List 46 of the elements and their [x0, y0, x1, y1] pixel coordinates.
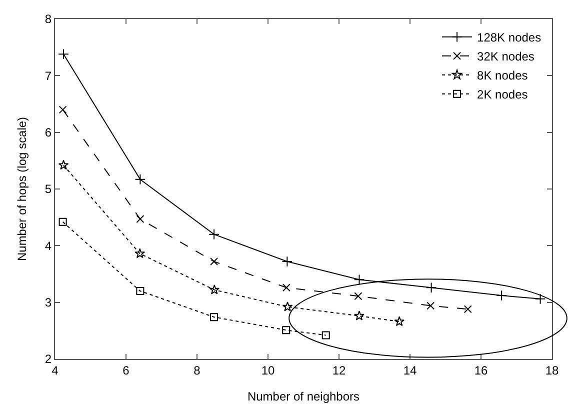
- point: [210, 313, 218, 322]
- point: [282, 284, 290, 292]
- point: [136, 215, 144, 224]
- legend-label: 8K nodes: [477, 68, 528, 83]
- point: [282, 256, 293, 267]
- point: [58, 160, 69, 170]
- y-tick-label: 7: [44, 68, 52, 83]
- y-tick-label: 2: [44, 352, 52, 366]
- y-tick-label: 6: [44, 126, 52, 140]
- point: [210, 258, 218, 266]
- point: [534, 294, 546, 304]
- legend-label: 32K nodes: [477, 50, 534, 64]
- point: [354, 292, 362, 300]
- x-tick-label: 16: [474, 363, 488, 378]
- x-tick-label: 6: [122, 363, 130, 378]
- x-tick-label: 10: [261, 363, 275, 378]
- point: [58, 48, 69, 60]
- legend-label: 2K nodes: [477, 88, 528, 102]
- point: [354, 274, 365, 286]
- x-tick-label: 12: [332, 363, 346, 378]
- point: [136, 287, 144, 295]
- legend-label: 128K nodes: [477, 30, 542, 45]
- point: [58, 218, 67, 226]
- point: [208, 228, 220, 240]
- point: [464, 305, 472, 314]
- y-tick-label: 4: [44, 238, 52, 253]
- point: [426, 282, 437, 293]
- x-tick-label: 18: [545, 363, 559, 378]
- y-axis-title: Number of hops (log scale): [15, 116, 30, 262]
- point: [394, 316, 405, 326]
- point: [282, 301, 293, 312]
- point: [134, 174, 146, 185]
- point: [209, 284, 220, 294]
- point: [426, 302, 435, 310]
- y-tick-label: 8: [44, 12, 52, 26]
- y-tick-label: 5: [44, 182, 52, 196]
- point: [354, 310, 364, 320]
- y-tick-label: 3: [44, 296, 52, 310]
- point: [496, 290, 507, 301]
- x-tick-label: 14: [403, 363, 417, 378]
- point: [134, 248, 146, 258]
- x-tick-label: 8: [194, 363, 201, 378]
- point: [282, 326, 290, 334]
- point: [322, 331, 330, 340]
- x-axis-title: Number of neighbors: [247, 389, 360, 404]
- point: [58, 106, 67, 114]
